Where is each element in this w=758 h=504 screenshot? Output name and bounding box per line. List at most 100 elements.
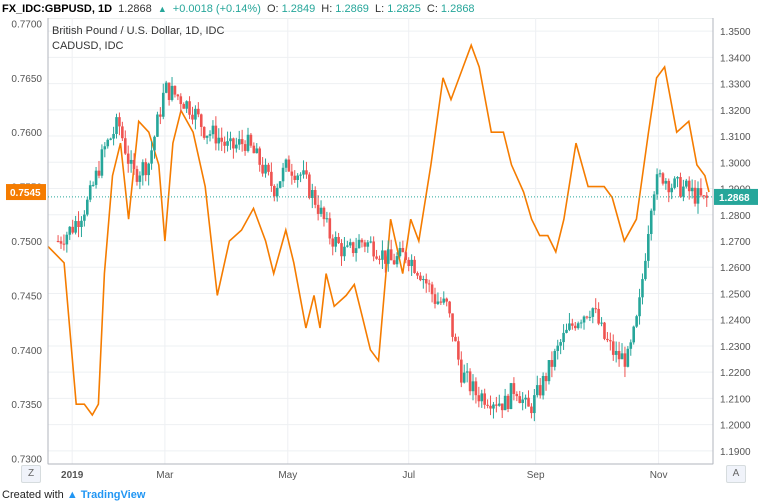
candle-body [594, 308, 598, 310]
candle-body [384, 250, 387, 264]
candle [538, 378, 542, 399]
candle-body [687, 180, 691, 192]
candle [594, 298, 598, 314]
candle-body [597, 308, 600, 324]
candle [655, 168, 659, 200]
candle [535, 375, 539, 398]
candle [460, 351, 463, 388]
right-tick-label: 1.3300 [720, 80, 751, 91]
candle [699, 178, 703, 198]
candle [611, 334, 615, 361]
candle [647, 225, 650, 268]
candle [237, 130, 241, 150]
candle [474, 377, 478, 404]
candle-body [83, 214, 86, 221]
low-label: L: [375, 3, 385, 15]
candle [433, 287, 437, 309]
candle-body [670, 187, 673, 193]
candle [103, 142, 107, 158]
candle-body [702, 195, 706, 197]
candle-body [448, 301, 451, 314]
right-tick-label: 1.2700 [720, 237, 751, 248]
candle-body [243, 144, 247, 151]
candle-body [576, 323, 580, 329]
candle-body [419, 275, 422, 281]
x-tick-label: Mar [156, 470, 174, 481]
candle-body [445, 298, 448, 302]
candle-body [535, 385, 539, 396]
candle-body [503, 395, 507, 411]
candle-body [588, 316, 592, 318]
candle [94, 166, 98, 189]
candle [395, 252, 399, 268]
candle-body [626, 348, 630, 367]
candle-body [559, 342, 562, 346]
candle-body [115, 117, 118, 134]
candle-body [471, 381, 475, 392]
chart-frame[interactable]: 1.1900 1.2000 1.2100 1.2200 1.2300 1.2400 1.25… [0, 17, 758, 484]
overlay-last-badge [6, 184, 46, 201]
candle [182, 102, 186, 109]
candle-body [150, 150, 153, 164]
open-label: O: [266, 3, 279, 15]
candle-body [565, 329, 568, 333]
candle-body [404, 252, 408, 260]
candle [547, 360, 551, 385]
left-tick-label: 0.7650 [11, 74, 42, 85]
candle [126, 145, 130, 173]
candle-body [91, 184, 95, 186]
candle [375, 249, 378, 260]
candle [97, 160, 101, 179]
candle-body [305, 170, 308, 175]
candle-body [252, 145, 256, 154]
low-value: 1.2825 [387, 3, 421, 15]
candle-body [179, 96, 183, 105]
candle-body [649, 210, 653, 234]
close-value: 1.2868 [440, 3, 475, 15]
candle-body [135, 169, 139, 182]
candle-body [527, 397, 530, 407]
candle [673, 176, 676, 190]
candle [325, 211, 329, 223]
candle [340, 239, 343, 266]
candle-body [533, 395, 536, 414]
candle-body [413, 259, 416, 273]
candle [372, 236, 375, 262]
tradingview-brand[interactable]: TradingView [80, 489, 146, 501]
candle [521, 392, 524, 411]
candle-body [340, 243, 343, 257]
candle-body [188, 101, 191, 115]
symbol-label[interactable]: FX_IDC:GBPUSD, 1D [2, 3, 113, 15]
candle-body [585, 316, 589, 318]
candle [696, 181, 700, 214]
candle [220, 127, 224, 152]
candle-body [427, 283, 431, 285]
candle-body [237, 139, 241, 145]
candle [217, 128, 221, 151]
candle [527, 390, 530, 407]
candle [626, 346, 630, 368]
candle-body [381, 250, 384, 260]
candle [281, 162, 285, 188]
candle [161, 83, 165, 120]
candle [322, 206, 326, 227]
candle-body [661, 173, 665, 184]
candle [530, 403, 533, 419]
candle-body [366, 242, 370, 247]
price-chart[interactable]: 1.1900 1.2000 1.2100 1.2200 1.2300 1.2400 1.25… [0, 17, 758, 484]
candle [334, 231, 337, 253]
candle [328, 212, 332, 245]
candle-body [407, 259, 411, 267]
candle [199, 113, 203, 137]
candle [550, 351, 554, 378]
candle-body [74, 221, 77, 233]
candle [609, 332, 612, 351]
candle-body [647, 233, 650, 261]
candle-body [506, 395, 510, 409]
auto-scale-button[interactable]: A [726, 465, 746, 483]
candle [676, 176, 679, 188]
candle [600, 317, 603, 327]
candle [439, 297, 443, 306]
timezone-button[interactable]: Z [21, 465, 41, 483]
candle [480, 389, 484, 408]
